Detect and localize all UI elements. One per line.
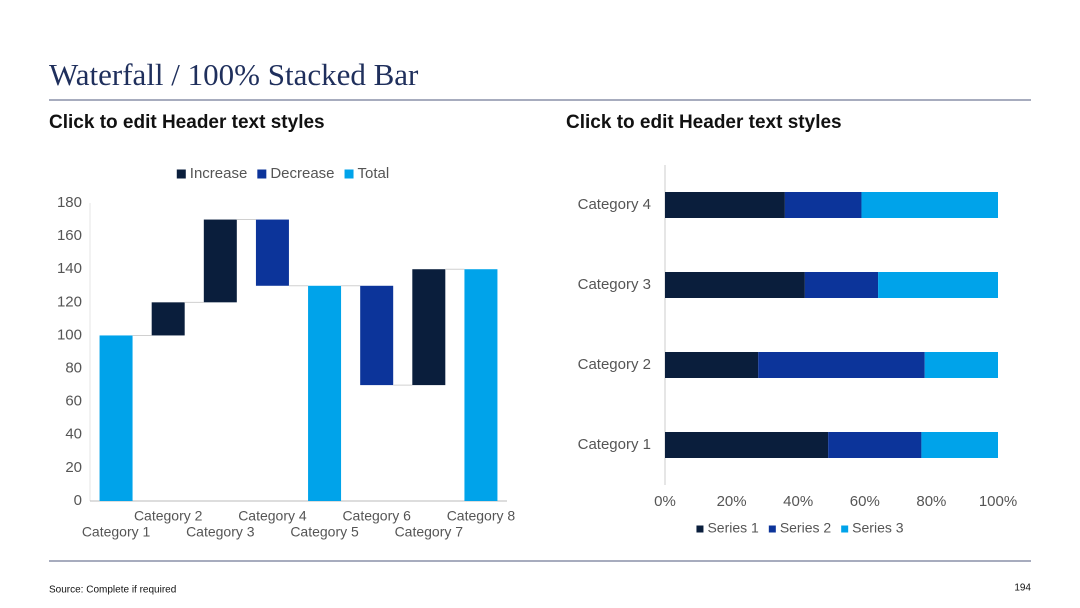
y-tick-label: 80 [65, 360, 82, 377]
bar-segment [828, 432, 922, 458]
y-tick-label: 60 [65, 393, 82, 410]
y-tick-label: Category 1 [578, 436, 651, 453]
x-tick-label: Category 3 [186, 524, 255, 540]
y-tick-label: 120 [57, 293, 82, 310]
x-tick-label: 60% [850, 493, 880, 510]
legend-label: Increase [190, 165, 248, 182]
bar [99, 335, 133, 501]
chart-header: Click to edit Header text styles [49, 112, 325, 133]
y-tick-label: Category 4 [578, 196, 651, 213]
x-tick-label: Category 2 [134, 508, 203, 524]
bar [203, 219, 237, 303]
y-tick-label: 140 [57, 260, 82, 277]
bar-segment [804, 272, 879, 298]
x-tick-label: 100% [979, 493, 1017, 510]
x-tick-label: 20% [717, 493, 747, 510]
bar [255, 219, 289, 286]
bar-segment [665, 272, 805, 298]
legend-swatch [344, 169, 354, 179]
legend-label: Decrease [270, 165, 334, 182]
bar [464, 269, 498, 501]
legend-swatch [257, 169, 267, 179]
bar-segment [924, 352, 998, 378]
legend-label: Series 2 [780, 520, 832, 536]
y-tick-label: 160 [57, 227, 82, 244]
x-tick-label: Category 6 [342, 508, 411, 524]
bar [412, 269, 446, 386]
bar-segment [665, 352, 759, 378]
legend-swatch [176, 169, 186, 179]
y-tick-label: 100 [57, 326, 82, 343]
y-tick-label: Category 3 [578, 276, 651, 293]
legend-swatch [696, 525, 704, 533]
x-tick-label: Category 7 [395, 524, 464, 540]
bar-segment [784, 192, 862, 218]
bar-segment [758, 352, 925, 378]
bar-segment [665, 432, 829, 458]
bar-segment [665, 192, 785, 218]
y-tick-label: 20 [65, 459, 82, 476]
legend-label: Series 1 [707, 520, 759, 536]
y-tick-label: 0 [74, 492, 82, 509]
bar [308, 285, 342, 501]
x-tick-label: 40% [783, 493, 813, 510]
legend-label: Series 3 [852, 520, 904, 536]
x-tick-label: 0% [654, 493, 676, 510]
x-tick-label: Category 1 [82, 524, 151, 540]
y-tick-label: Category 2 [578, 356, 651, 373]
x-tick-label: 80% [916, 493, 946, 510]
legend-swatch [841, 525, 849, 533]
x-tick-label: Category 8 [447, 508, 516, 524]
bar [151, 302, 185, 336]
source-note: Source: Complete if required [49, 585, 176, 596]
legend-swatch [768, 525, 776, 533]
y-tick-label: 40 [65, 426, 82, 443]
bar-segment [921, 432, 998, 458]
bar-segment [861, 192, 998, 218]
slide-title: Waterfall / 100% Stacked Bar [49, 57, 419, 92]
page-number: 194 [1014, 583, 1031, 594]
x-tick-label: Category 4 [238, 508, 307, 524]
y-tick-label: 180 [57, 194, 82, 211]
legend-label: Total [358, 165, 390, 182]
chart-header: Click to edit Header text styles [566, 112, 842, 133]
bar [360, 285, 394, 386]
bar-segment [878, 272, 998, 298]
x-tick-label: Category 5 [290, 524, 359, 540]
